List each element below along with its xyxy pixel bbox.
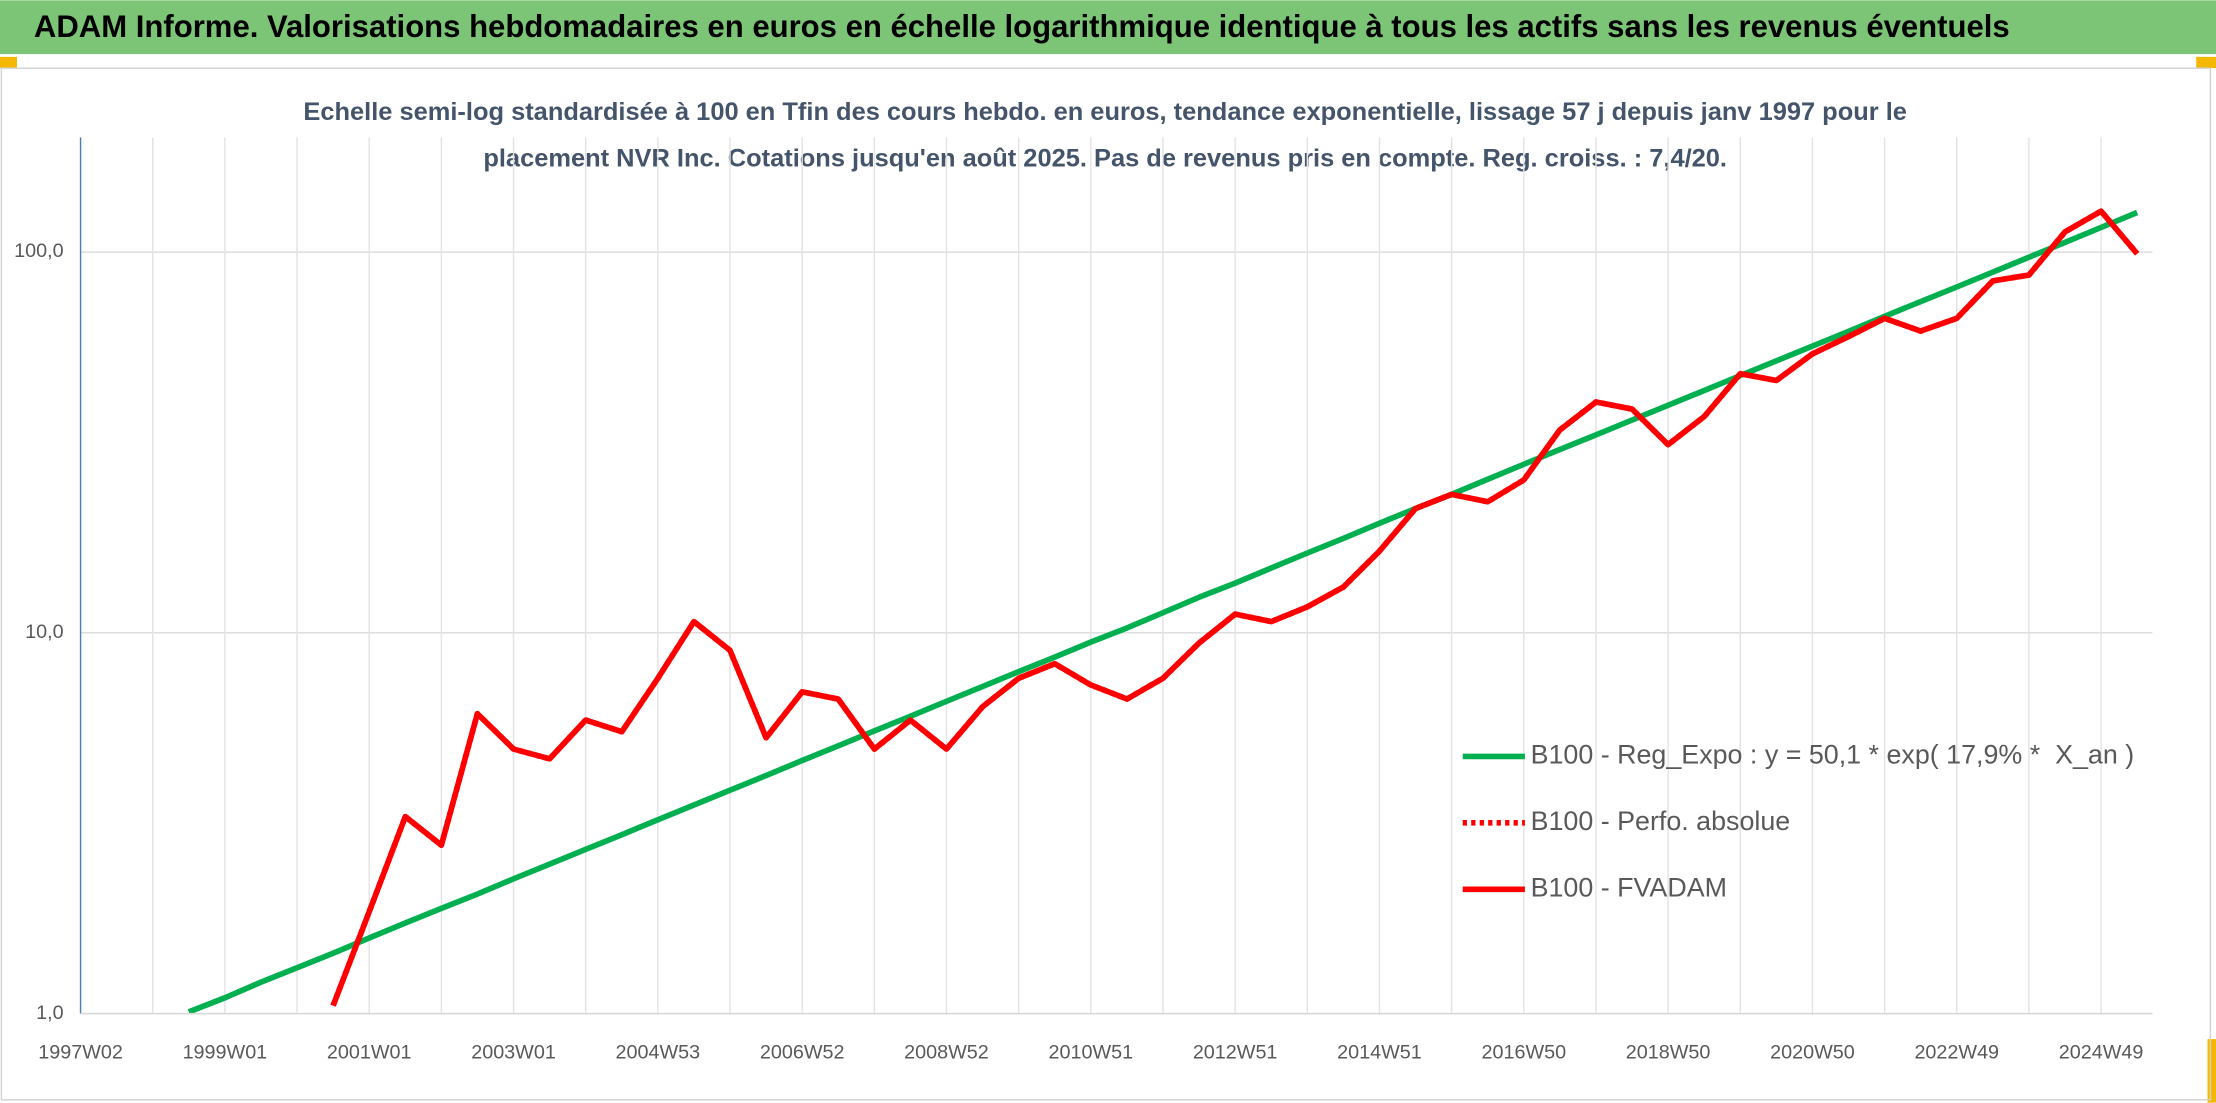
x-tick-label: 1999W01 bbox=[183, 1041, 268, 1063]
corner-mark bbox=[2196, 56, 2216, 69]
legend: B100 - Reg_Expo : y = 50,1 * exp( 17,9% … bbox=[1462, 740, 2135, 902]
y-tick-label: 100,0 bbox=[14, 240, 63, 262]
grid bbox=[80, 137, 2153, 1015]
header-bar bbox=[0, 0, 2216, 55]
x-tick-label: 2006W52 bbox=[760, 1041, 845, 1063]
legend-label: B100 - Reg_Expo : y = 50,1 * exp( 17,9% … bbox=[1531, 740, 2135, 770]
x-tick-label: 2001W01 bbox=[327, 1041, 412, 1063]
corner-mark bbox=[0, 56, 17, 69]
x-tick-label: 2004W53 bbox=[616, 1041, 701, 1063]
y-tick-label: 10,0 bbox=[25, 621, 63, 643]
x-tick-label: 2003W01 bbox=[471, 1041, 556, 1063]
x-tick-label: 2022W49 bbox=[1914, 1041, 1999, 1063]
chart-title: placement NVR Inc. Cotations jusqu'en ao… bbox=[483, 145, 1727, 173]
chart-title: Echelle semi-log standardisée à 100 en T… bbox=[303, 98, 1907, 126]
series-line bbox=[187, 209, 2139, 1014]
x-tick-label: 2010W51 bbox=[1049, 1041, 1134, 1063]
x-tick-label: 2020W50 bbox=[1770, 1041, 1855, 1063]
y-tick-label: 1,0 bbox=[36, 1002, 63, 1024]
x-tick-label: 2024W49 bbox=[2059, 1041, 2144, 1063]
x-tick-label: 1997W02 bbox=[38, 1041, 123, 1063]
plot bbox=[187, 208, 2140, 1014]
x-tick-label: 2014W51 bbox=[1337, 1041, 1422, 1063]
x-tick-label: 2018W50 bbox=[1626, 1041, 1711, 1063]
x-tick-label: 2012W51 bbox=[1193, 1041, 1278, 1063]
legend-label: B100 - FVADAM bbox=[1531, 872, 1727, 902]
chart-frame bbox=[0, 67, 2212, 1101]
x-tick-label: 2008W52 bbox=[904, 1041, 989, 1063]
series-line bbox=[330, 208, 2140, 1007]
corner-mark bbox=[2207, 1039, 2216, 1103]
x-tick-label: 2016W50 bbox=[1481, 1041, 1566, 1063]
legend-label: B100 - Perfo. absolue bbox=[1531, 806, 1791, 836]
axes: 1,0 10,0 100,0 1997W02 1999W01 2001W01 2003W01… bbox=[14, 137, 2153, 1063]
header-title: ADAM Informe. Valorisations hebdomadaire… bbox=[34, 9, 2010, 44]
